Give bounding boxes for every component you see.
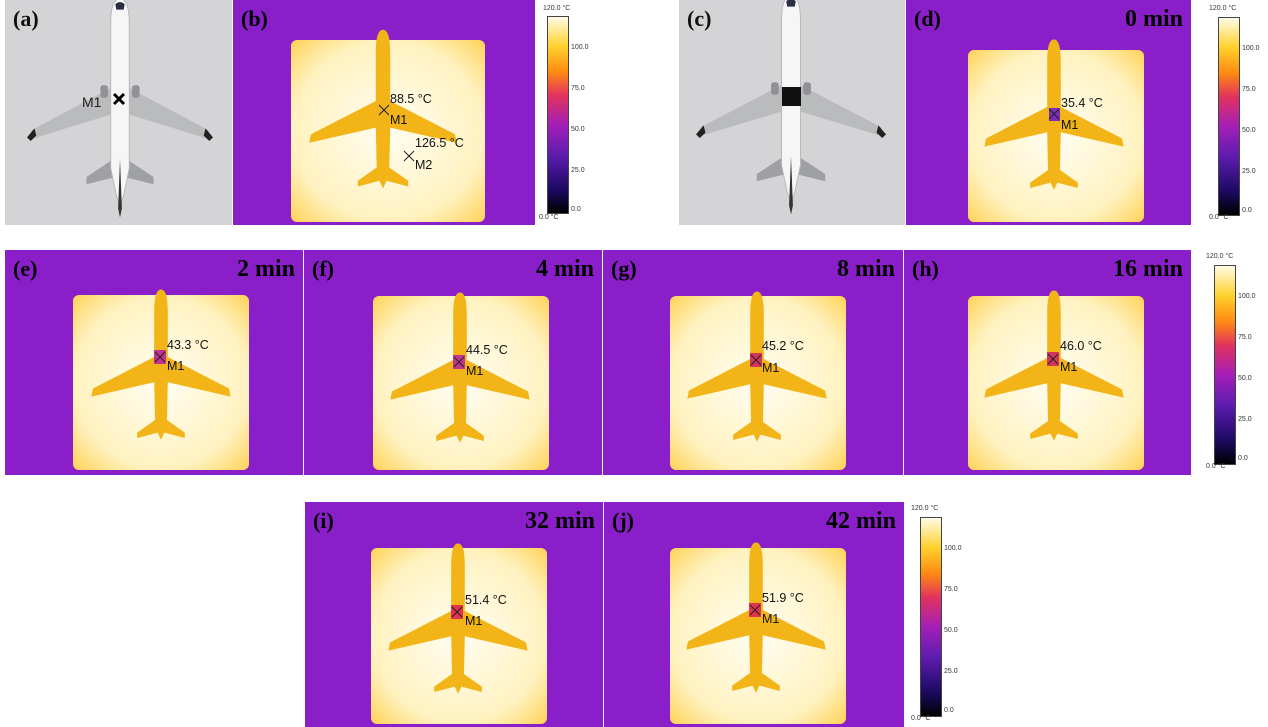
time-label: 2 min <box>236 256 295 282</box>
m1-temperature: 44.5 °C <box>466 343 508 357</box>
m2-marker-label: M2 <box>415 158 433 172</box>
panel-label: (h) <box>912 256 939 281</box>
colorbar-tick: 75.0 <box>944 586 958 593</box>
colorbar-min: 0.0 °C <box>1206 463 1226 470</box>
panel-label: (a) <box>13 6 39 31</box>
colorbar-tick: 75.0 <box>1238 334 1252 341</box>
colorbar-tick: 25.0 <box>944 668 958 675</box>
colorbar: 120.0 °C 100.0 75.0 50.0 25.0 0.0 0.0 °C <box>911 505 966 723</box>
colorbar-tick: 25.0 <box>1242 168 1256 175</box>
colorbar-min: 0.0 °C <box>911 715 931 722</box>
time-label: 8 min <box>836 256 895 282</box>
m1-temperature: 46.0 °C <box>1060 339 1102 353</box>
colorbar-tick: 75.0 <box>571 85 585 92</box>
m1-temperature: 35.4 °C <box>1061 96 1103 110</box>
thermal-image <box>604 502 904 727</box>
m1-marker-label: M1 <box>762 361 780 375</box>
colorbar-max: 120.0 °C <box>1206 253 1234 260</box>
panel-e-thermal: (e) 2 min 43.3 °C M1 <box>5 250 303 475</box>
colorbar: 120.0 °C 100.0 75.0 50.0 25.0 0.0 0.0 °C <box>539 5 589 221</box>
colorbar-tick: 100.0 <box>944 545 962 552</box>
panel-label: (b) <box>241 6 268 31</box>
time-label: 42 min <box>825 508 896 534</box>
colorbar-tick: 50.0 <box>571 126 585 133</box>
time-label: 4 min <box>535 256 594 282</box>
panel-j-thermal: (j) 42 min 51.9 °C M1 <box>604 502 904 727</box>
aircraft-model-photo <box>679 0 905 225</box>
panel-a-photo: (a) M1 <box>5 0 232 225</box>
m1-marker-label: M1 <box>466 364 484 378</box>
m1-marker-label: M1 <box>762 612 780 626</box>
thermal-image <box>603 250 903 475</box>
m2-temperature: 126.5 °C <box>415 136 464 150</box>
colorbar: 120.0 °C 100.0 75.0 50.0 25.0 0.0 0.0 °C <box>1206 253 1256 471</box>
panel-c-photo: (c) <box>679 0 905 225</box>
marker-label: M1 <box>82 94 102 110</box>
panel-f-thermal: (f) 4 min 44.5 °C M1 <box>304 250 602 475</box>
thermal-image <box>906 0 1191 225</box>
m1-temperature: 51.9 °C <box>762 591 804 605</box>
m1-temperature: 43.3 °C <box>167 338 209 352</box>
colorbar-tick: 75.0 <box>1242 86 1256 93</box>
m1-temperature: 45.2 °C <box>762 339 804 353</box>
panel-label: (j) <box>612 508 634 533</box>
colorbar-tick: 0.0 <box>571 206 581 213</box>
panel-g-thermal: (g) 8 min 45.2 °C M1 <box>603 250 903 475</box>
m1-cross-marker <box>112 92 126 106</box>
colorbar-max: 120.0 °C <box>1209 5 1237 12</box>
thermal-image <box>305 502 603 727</box>
panel-label: (c) <box>687 6 712 31</box>
m1-marker-label: M1 <box>1060 360 1078 374</box>
panel-h-thermal: (h) 16 min 46.0 °C M1 <box>904 250 1191 475</box>
panel-i-thermal: (i) 32 min 51.4 °C M1 <box>305 502 603 727</box>
colorbar-max: 120.0 °C <box>543 5 571 12</box>
m1-marker-label: M1 <box>1061 118 1079 132</box>
colorbar-tick: 0.0 <box>944 707 954 714</box>
time-label: 16 min <box>1112 256 1183 282</box>
aircraft-model-photo <box>5 0 232 225</box>
time-label: 0 min <box>1124 6 1183 32</box>
panel-label: (e) <box>13 256 38 281</box>
panel-label: (f) <box>312 256 334 281</box>
thermal-image <box>904 250 1191 475</box>
colorbar-tick: 25.0 <box>571 167 585 174</box>
panel-label: (d) <box>914 6 941 31</box>
panel-b-thermal: (b) 88.5 °C M1 126.5 °C M2 <box>233 0 535 225</box>
black-patch <box>782 87 801 106</box>
colorbar-tick: 50.0 <box>1242 127 1256 134</box>
colorbar-tick: 100.0 <box>571 44 589 51</box>
m1-marker-label: M1 <box>465 614 483 628</box>
m1-temperature: 88.5 °C <box>390 92 432 106</box>
panel-d-thermal: (d) 0 min 35.4 °C M1 <box>906 0 1191 225</box>
colorbar-tick: 25.0 <box>1238 416 1252 423</box>
thermal-image <box>304 250 602 475</box>
panel-label: (g) <box>611 256 637 281</box>
colorbar-min: 0.0 °C <box>1209 214 1229 221</box>
thermal-image <box>5 250 303 475</box>
colorbar-tick: 0.0 <box>1238 455 1248 462</box>
colorbar-tick: 50.0 <box>944 627 958 634</box>
colorbar: 120.0 °C 100.0 75.0 50.0 25.0 0.0 0.0 °C <box>1209 5 1260 221</box>
time-label: 32 min <box>524 508 595 534</box>
m1-marker-label: M1 <box>167 359 185 373</box>
m1-temperature: 51.4 °C <box>465 593 507 607</box>
colorbar-min: 0.0 °C <box>539 214 559 221</box>
colorbar-max: 120.0 °C <box>911 505 939 512</box>
colorbar-tick: 0.0 <box>1242 207 1252 214</box>
colorbar-tick: 100.0 <box>1238 293 1256 300</box>
colorbar-tick: 100.0 <box>1242 45 1260 52</box>
panel-label: (i) <box>313 508 334 533</box>
colorbar-tick: 50.0 <box>1238 375 1252 382</box>
thermal-image <box>233 0 535 225</box>
m1-marker-label: M1 <box>390 113 408 127</box>
